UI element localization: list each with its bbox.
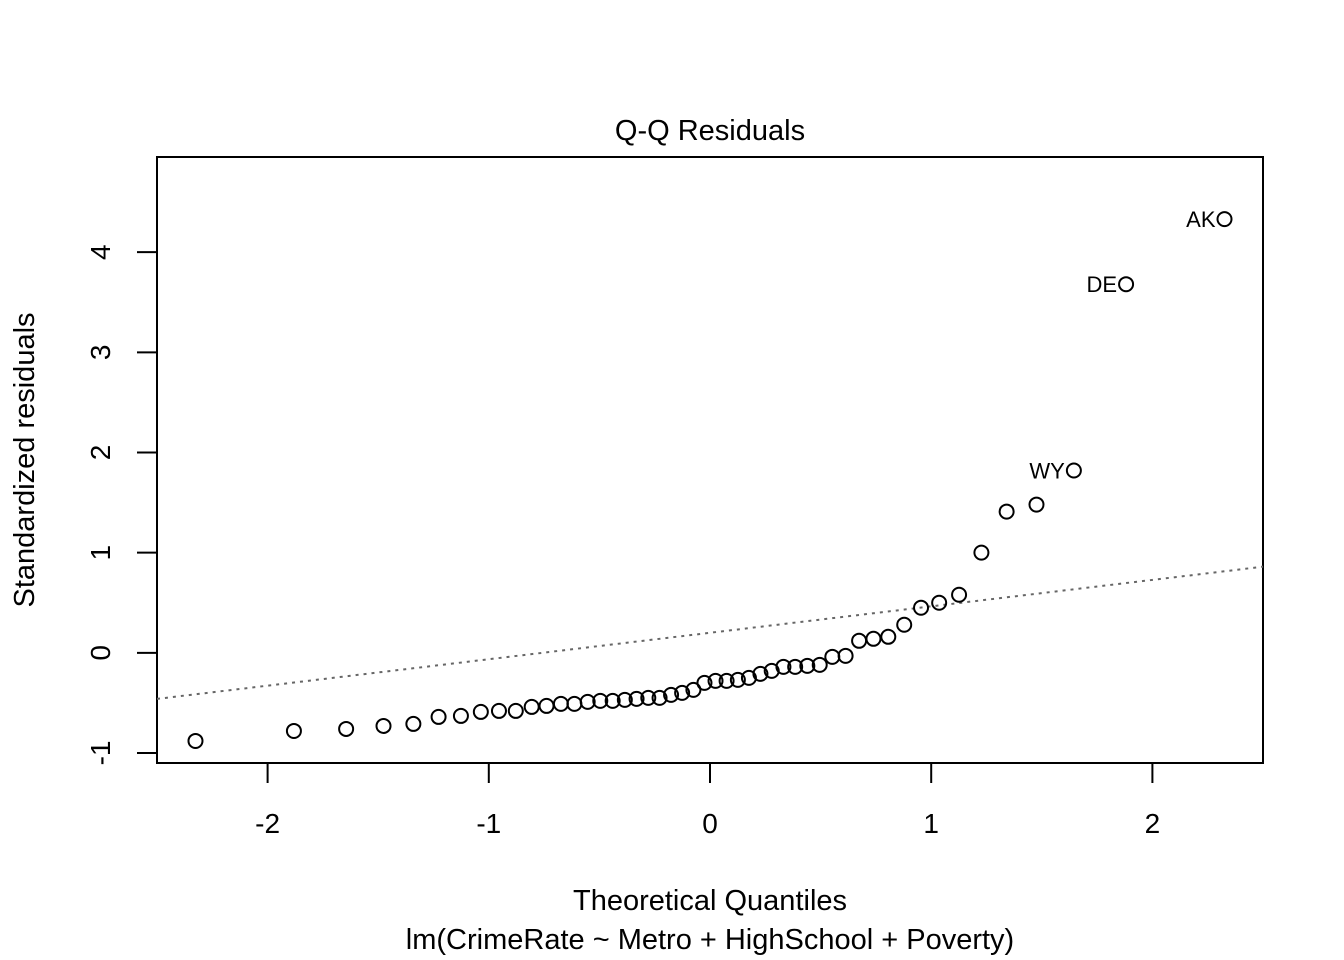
qq-point (718, 672, 735, 689)
qq-point (1216, 211, 1233, 228)
qq-point (187, 732, 204, 749)
y-tick-label: 0 (85, 645, 116, 661)
qq-point (729, 671, 746, 688)
qq-point (375, 717, 392, 734)
qq-point (405, 715, 422, 732)
qq-point (604, 692, 621, 709)
qq-point (452, 707, 469, 724)
point-labels: WY DE AK (1029, 207, 1215, 483)
x-tick-label: 2 (1145, 808, 1161, 839)
qq-point (880, 628, 897, 645)
y-tick-label: 4 (85, 244, 116, 260)
qq-point (913, 599, 930, 616)
plot-area-frame (156, 156, 1264, 764)
x-tick-label: 1 (923, 808, 939, 839)
qq-point (523, 698, 540, 715)
qq-point (1028, 496, 1045, 513)
qq-point (752, 665, 769, 682)
qq-point (951, 586, 968, 603)
qq-point (824, 648, 841, 665)
qq-point (628, 690, 645, 707)
qq-point (566, 695, 583, 712)
y-tick-label: 2 (85, 445, 116, 461)
qq-point (787, 658, 804, 675)
qq-point (811, 656, 828, 673)
qq-point (285, 722, 302, 739)
x-axis: -2 -1 0 1 2 (255, 762, 1161, 839)
qq-point (338, 720, 355, 737)
point-label-ak: AK (1186, 207, 1216, 232)
qq-point (696, 674, 713, 691)
qq-point (616, 691, 633, 708)
x-tick-label: -2 (255, 808, 280, 839)
qq-reference-line (156, 565, 1264, 700)
qq-point (1065, 462, 1082, 479)
qq-point (707, 672, 724, 689)
qq-point (973, 544, 990, 561)
qq-point (640, 689, 657, 706)
model-formula-subtitle: lm(CrimeRate ~ Metro + HighSchool + Pove… (406, 924, 1014, 956)
qq-point (837, 647, 854, 664)
x-tick-label: -1 (476, 808, 501, 839)
point-label-wy: WY (1029, 459, 1065, 484)
qq-point (775, 658, 792, 675)
y-axis: -1 0 1 2 3 4 (85, 244, 158, 766)
y-tick-label: -1 (85, 741, 116, 766)
x-tick-label: 0 (702, 808, 718, 839)
y-axis-title: Standardized residuals (9, 312, 41, 607)
qq-point (472, 703, 489, 720)
x-axis-title: Theoretical Quantiles (573, 885, 847, 917)
qq-point (507, 702, 524, 719)
qq-point (579, 693, 596, 710)
qq-point (685, 681, 702, 698)
data-points (187, 211, 1233, 749)
qq-point (651, 689, 668, 706)
qq-point (430, 708, 447, 725)
qq-point (1118, 276, 1135, 293)
qq-point (931, 594, 948, 611)
qq-point (799, 657, 816, 674)
chart-title: Q-Q Residuals (615, 115, 805, 147)
point-label-de: DE (1087, 272, 1118, 297)
qq-point (490, 702, 507, 719)
y-tick-label: 3 (85, 345, 116, 361)
qq-point (538, 697, 555, 714)
qq-point (851, 632, 868, 649)
y-tick-label: 1 (85, 545, 116, 561)
qq-point (674, 684, 691, 701)
qq-point (865, 630, 882, 647)
qq-point (552, 695, 569, 712)
qq-point (592, 692, 609, 709)
qq-point (663, 686, 680, 703)
qq-point (998, 503, 1015, 520)
qq-point (896, 616, 913, 633)
